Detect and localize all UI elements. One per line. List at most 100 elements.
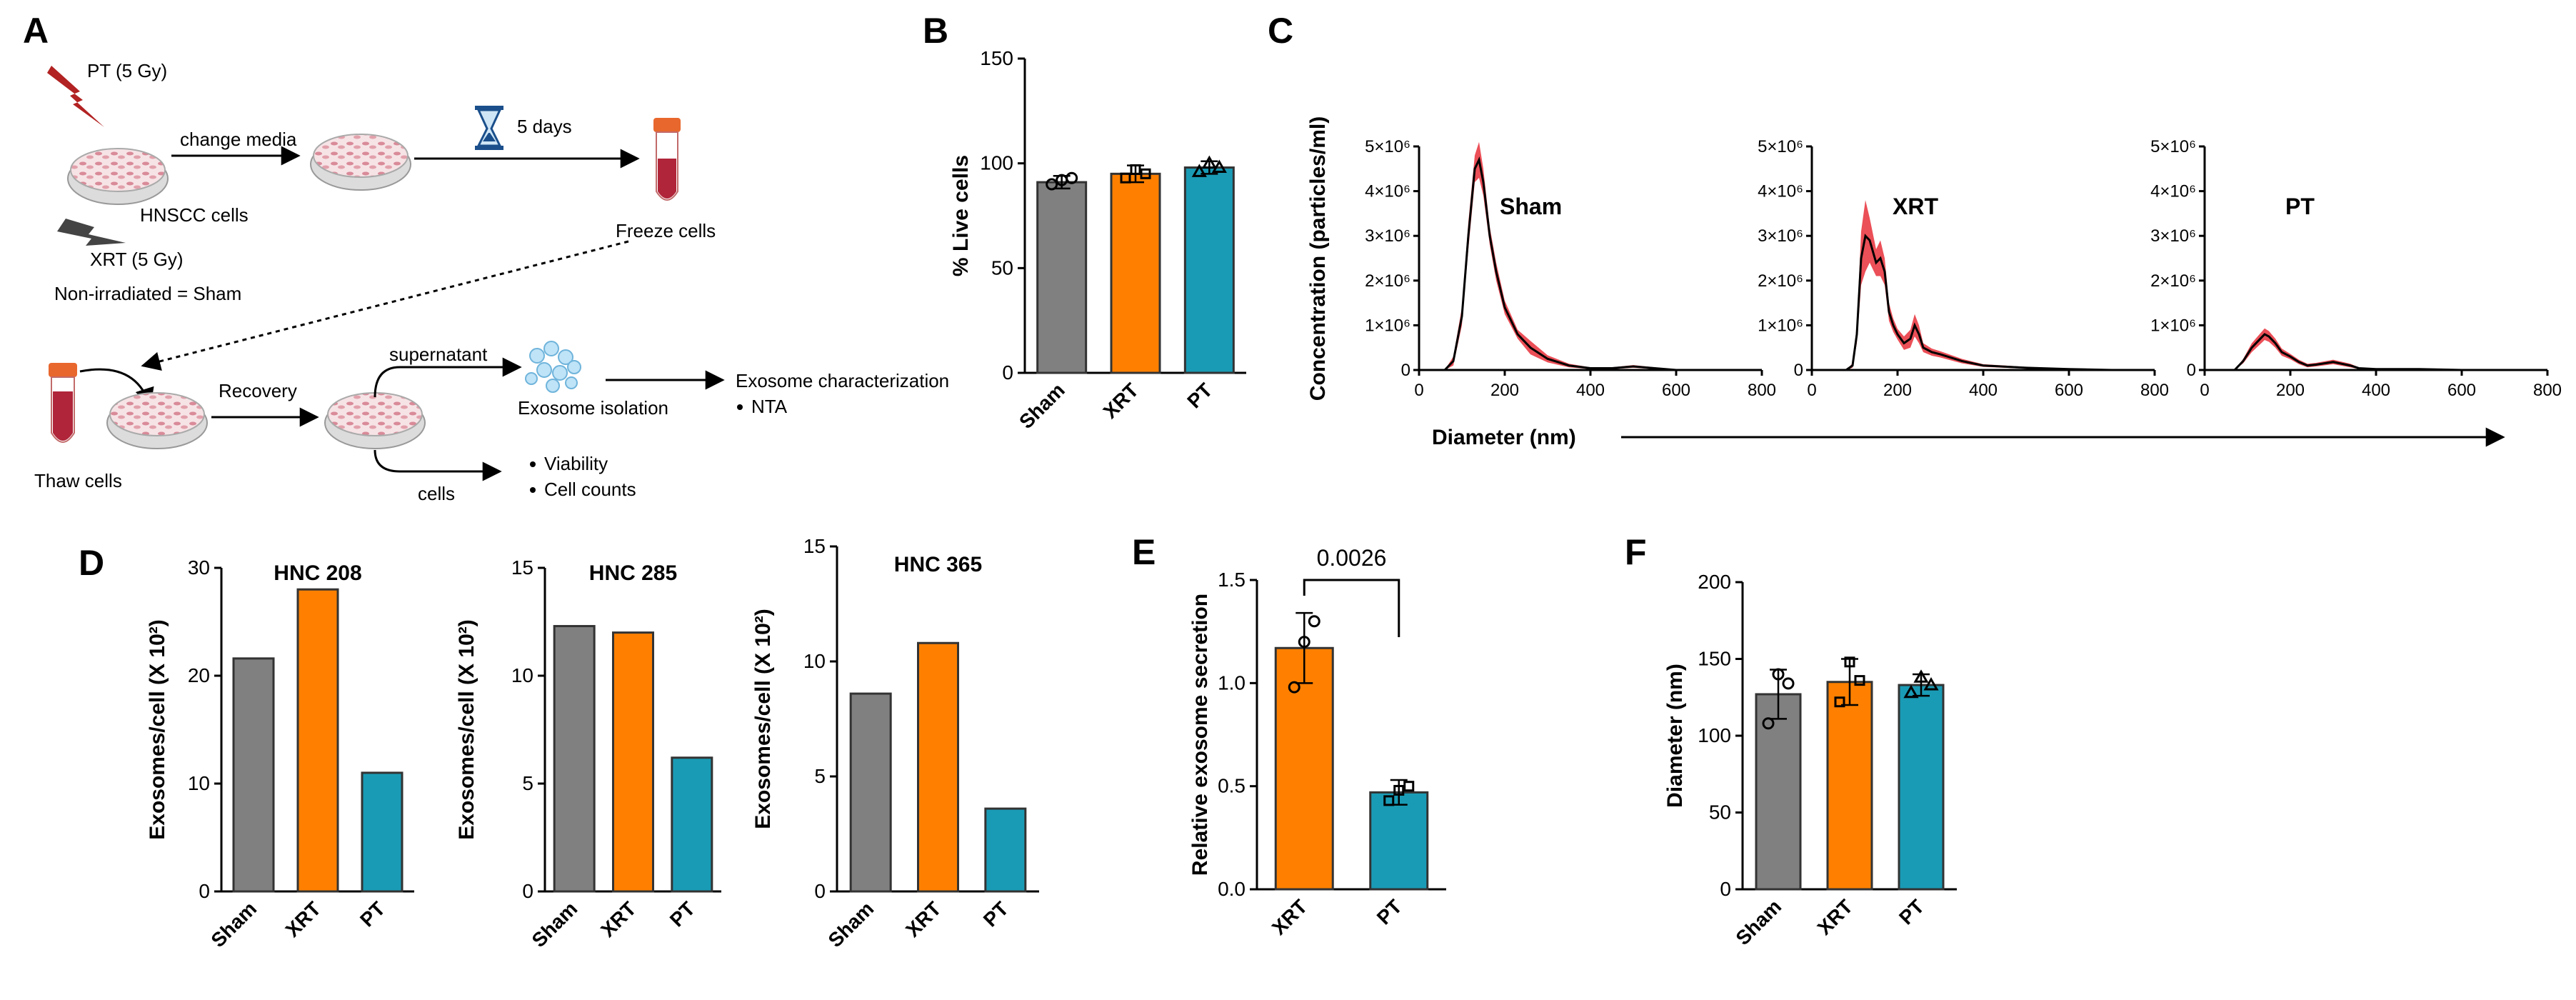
y-tick-label: 5: [814, 765, 826, 787]
bar-xrt: [1110, 172, 1161, 374]
chart-title: HNC 208: [274, 561, 361, 585]
cryotube-icon: [653, 118, 681, 201]
x-tick-label: 400: [1969, 381, 1998, 400]
x-tick-label: Sham: [206, 897, 261, 951]
x-tick-label: 0: [2200, 381, 2209, 400]
y-tick-label: 1×10⁶: [2150, 316, 2196, 335]
x-tick-label: 400: [1576, 381, 1605, 400]
petri-dish-icon: [67, 148, 169, 205]
y-tick-label: 5×10⁶: [2150, 137, 2196, 156]
y-tick-label: 4×10⁶: [1365, 182, 1410, 201]
y-tick-label: 1×10⁶: [1365, 316, 1410, 335]
panel-label-b: B: [923, 11, 948, 51]
cells-label: cells: [418, 483, 455, 504]
data-point: [1903, 684, 1919, 699]
bar-pt: [984, 807, 1027, 893]
cell-counts-label: Cell counts: [544, 479, 636, 500]
data-point: [1403, 781, 1415, 792]
x-tick-label: 800: [2533, 381, 2562, 400]
y-tick-label: 50: [991, 256, 1013, 279]
x-tick-label: XRT: [1268, 895, 1312, 939]
y-tick-label: 3×10⁶: [1758, 226, 1803, 246]
panel-label-e: E: [1132, 532, 1156, 572]
y-tick-label: 4×10⁶: [1758, 182, 1803, 201]
xrt-dose-label: XRT (5 Gy): [90, 249, 184, 270]
x-tick-label: XRT: [596, 897, 641, 941]
hourglass-icon: [475, 106, 503, 150]
y-axis-label: Exosomes/cell (X 10²): [751, 609, 775, 829]
sham-note: Non-irradiated = Sham: [54, 283, 241, 304]
x-tick-label: PT: [666, 897, 699, 931]
data-point: [1782, 677, 1795, 690]
y-tick-label: 200: [1698, 571, 1731, 593]
y-tick-label: 0: [814, 880, 826, 902]
series-label: XRT: [1893, 194, 1938, 219]
data-point: [1066, 171, 1078, 184]
bar-pt: [1898, 684, 1945, 891]
bar-pt: [1183, 166, 1235, 374]
data-point: [1854, 675, 1865, 686]
bar-sham: [553, 625, 596, 893]
y-tick-label: 0.5: [1218, 775, 1246, 797]
petri-dish-icon: [106, 392, 208, 449]
y-tick-label: 1.5: [1218, 569, 1246, 591]
nta-label: NTA: [751, 396, 788, 417]
x-tick-label: XRT: [1099, 379, 1143, 423]
panel-label-f: F: [1625, 532, 1647, 572]
series-line: [2205, 333, 2505, 371]
y-tick-label: 100: [1698, 724, 1731, 746]
y-tick-label: 0: [522, 880, 533, 902]
x-tick-label: 800: [2140, 381, 2169, 400]
p-value-annotation: 0.0026: [1317, 545, 1387, 571]
data-point: [1201, 155, 1217, 169]
y-axis-label: Concentration (particles/ml): [1306, 116, 1330, 401]
significance-bracket: [1303, 579, 1400, 637]
series-label: Sham: [1500, 194, 1562, 219]
bar-pt: [1369, 791, 1429, 891]
bar-xrt: [1274, 646, 1334, 891]
exosome-bar-chart-3: 0 5 10 15 Exosomes/cell (X 10²) HNC 365 Sham XR…: [751, 535, 1039, 951]
x-tick-label: PT: [1895, 895, 1928, 929]
y-tick-label: 150: [1698, 648, 1731, 670]
x-tick-label: 200: [1883, 381, 1912, 400]
y-tick-label: 2×10⁶: [1758, 271, 1803, 291]
data-point: [1383, 795, 1395, 806]
cryotube-icon: [49, 363, 77, 443]
x-tick-label: 200: [2276, 381, 2305, 400]
x-tick-label: PT: [1183, 379, 1216, 412]
y-tick-label: 150: [980, 47, 1013, 69]
x-tick-label: XRT: [1813, 895, 1858, 939]
petri-dish-icon: [310, 134, 411, 191]
nta-plot-pt: 0 1×10⁶ 2×10⁶ 3×10⁶ 4×10⁶ 5×10⁶ 0 200 400 600 800 P…: [2150, 137, 2562, 400]
y-tick-label: 50: [1709, 801, 1731, 824]
chart-title: HNC 365: [894, 553, 982, 576]
data-point: [1308, 615, 1320, 628]
y-tick-label: 30: [188, 556, 210, 579]
data-point: [1913, 669, 1929, 683]
y-axis-label: Diameter (nm): [1663, 664, 1687, 808]
x-axis-label: Diameter (nm): [1432, 426, 1576, 449]
data-point: [1191, 164, 1207, 177]
y-tick-label: 3×10⁶: [1365, 226, 1410, 246]
data-point: [1120, 172, 1131, 184]
y-tick-label: 0: [1002, 361, 1013, 384]
y-tick-label: 0: [199, 880, 210, 902]
chart-b-live-cells: 0 50 100 150 % Live cells Sham XRT PT: [949, 47, 1246, 433]
panel-label-a: A: [23, 11, 49, 51]
y-axis-label: Relative exosome secretion: [1188, 594, 1212, 876]
thaw-cells-label: Thaw cells: [34, 470, 122, 491]
schematic-panel-a: PT (5 Gy) XRT (5 Gy) Non-irradiated = Sh…: [34, 60, 949, 504]
series-line: [1419, 156, 1719, 371]
bar-pt: [671, 756, 713, 893]
x-tick-label: XRT: [281, 897, 326, 941]
y-tick-label: 0: [1401, 361, 1410, 380]
x-tick-label: Sham: [1731, 895, 1785, 949]
data-point: [1834, 696, 1845, 708]
data-point: [1762, 717, 1775, 730]
x-tick-label: 200: [1490, 381, 1519, 400]
y-axis-label: % Live cells: [949, 155, 973, 276]
data-point: [1130, 164, 1141, 175]
panel-label-c: C: [1268, 11, 1293, 51]
chart-f-exosome-diameter: 0 50 100 150 200 Diameter (nm) Sham XRT PT: [1663, 571, 1957, 949]
